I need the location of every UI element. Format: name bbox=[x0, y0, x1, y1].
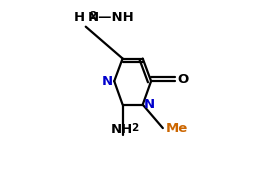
Text: 2: 2 bbox=[89, 11, 96, 21]
Text: N: N bbox=[102, 75, 113, 88]
Text: N—NH: N—NH bbox=[88, 11, 135, 24]
Text: Me: Me bbox=[165, 122, 188, 135]
Text: NH: NH bbox=[111, 123, 133, 136]
Text: O: O bbox=[177, 73, 188, 86]
Text: H: H bbox=[74, 11, 85, 24]
Text: N: N bbox=[144, 98, 155, 111]
Text: 2: 2 bbox=[131, 123, 139, 133]
